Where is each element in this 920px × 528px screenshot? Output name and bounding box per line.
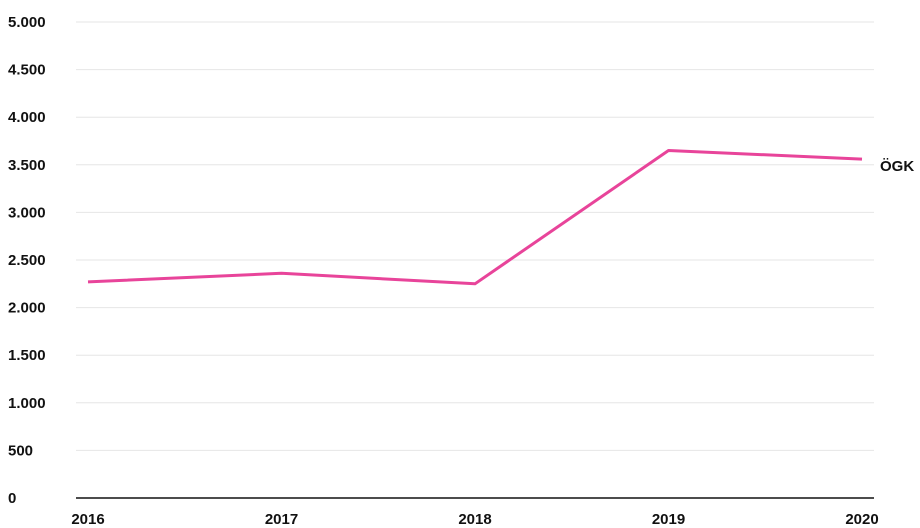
x-axis-tick-labels: 2016 2017 2018 2019 2020 (71, 511, 878, 528)
series-line (87, 149, 863, 286)
x-tick-label: 2019 (652, 511, 685, 528)
y-tick-label: 4.000 (8, 109, 46, 126)
x-tick-label: 2016 (71, 511, 104, 528)
x-tick-label: 2017 (265, 511, 298, 528)
y-tick-label: 1.500 (8, 347, 46, 364)
x-tick-label: 2020 (845, 511, 878, 528)
y-tick-label: 3.000 (8, 204, 46, 221)
series-layer: ÖGK (87, 149, 914, 286)
y-tick-label: 3.500 (8, 157, 46, 174)
y-tick-label: 2.000 (8, 300, 46, 317)
y-tick-label: 4.500 (8, 62, 46, 79)
y-tick-label: 5.000 (8, 14, 46, 31)
series-label: ÖGK (880, 158, 914, 175)
y-tick-label: 2.500 (8, 252, 46, 269)
gridlines (76, 21, 874, 451)
y-tick-label: 500 (8, 442, 33, 459)
y-tick-label: 0 (8, 490, 16, 507)
x-tick-label: 2018 (458, 511, 491, 528)
y-axis-tick-labels: 0 500 1.000 1.500 2.000 2.500 3.000 3.500 4.000 4… (8, 14, 46, 507)
y-tick-label: 1.000 (8, 395, 46, 412)
